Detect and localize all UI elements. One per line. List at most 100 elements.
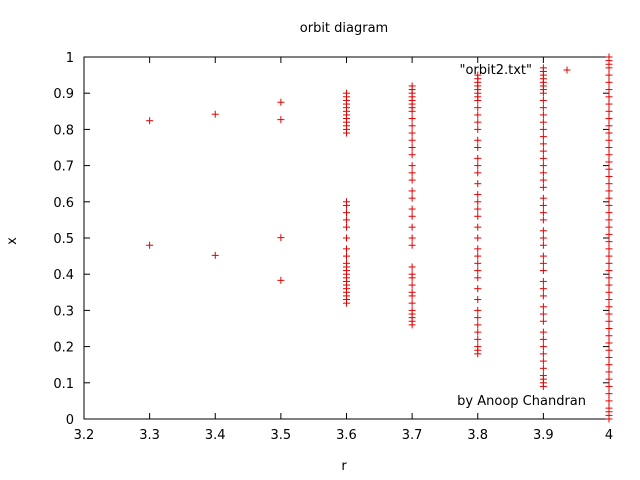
data-point	[408, 288, 416, 296]
data-point	[605, 115, 613, 123]
data-point	[474, 259, 482, 267]
data-point	[605, 216, 613, 224]
data-point	[474, 118, 482, 126]
data-point	[408, 136, 416, 144]
x-tick-label: 3.7	[402, 428, 423, 443]
data-point	[539, 133, 547, 141]
data-point	[605, 267, 613, 275]
data-point	[539, 104, 547, 112]
data-point	[408, 223, 416, 231]
data-point	[605, 151, 613, 159]
data-point	[605, 201, 613, 209]
data-point	[605, 353, 613, 361]
y-tick-label: 0	[66, 413, 74, 428]
data-point	[605, 368, 613, 376]
data-point	[211, 251, 219, 259]
y-tick-label: 1	[66, 51, 74, 66]
data-point	[539, 350, 547, 358]
data-point	[474, 111, 482, 119]
data-point	[605, 252, 613, 260]
data-point	[408, 144, 416, 151]
data-point	[605, 180, 613, 188]
data-point	[474, 314, 482, 322]
data-point	[277, 234, 285, 242]
data-point	[474, 274, 482, 282]
data-point	[277, 276, 285, 284]
data-point	[146, 241, 154, 249]
data-point	[605, 332, 613, 340]
data-point	[605, 86, 613, 94]
data-point	[605, 296, 613, 304]
data-point	[474, 191, 482, 199]
data-point	[605, 397, 613, 405]
legend-label: "orbit2.txt"	[459, 63, 532, 78]
data-point	[539, 125, 547, 133]
data-point	[408, 263, 416, 271]
data-point	[474, 285, 482, 293]
data-point	[605, 187, 613, 195]
data-point	[605, 53, 613, 61]
data-point	[277, 116, 285, 124]
data-point	[605, 288, 613, 296]
data-point	[277, 98, 285, 106]
data-point	[605, 382, 613, 390]
x-tick-label: 4	[605, 428, 613, 443]
data-point	[408, 194, 416, 202]
data-point	[539, 154, 547, 162]
data-point	[605, 281, 613, 289]
data-point	[474, 234, 482, 242]
data-point	[539, 267, 547, 275]
data-point	[605, 325, 613, 332]
data-point	[605, 209, 613, 217]
data-point	[539, 140, 547, 148]
data-point	[605, 78, 613, 86]
data-point	[474, 104, 482, 112]
chart-title: orbit diagram	[300, 21, 388, 36]
data-point	[408, 169, 416, 177]
data-point	[605, 158, 613, 166]
data-point	[539, 357, 547, 365]
data-point	[605, 136, 613, 144]
data-point	[474, 136, 482, 144]
data-point	[539, 64, 547, 72]
data-point	[539, 277, 547, 285]
x-tick-label: 3.5	[271, 428, 292, 443]
data-point	[539, 364, 547, 372]
legend-marker	[563, 66, 571, 74]
data-point	[408, 129, 416, 137]
data-point	[474, 198, 482, 206]
data-point	[474, 335, 482, 343]
axis-ticks: 3.2 3.3 3.4 3.5 3.6 3.7 3.8 3.9 4 0 0.1 0.2 0.3 0.4 0.…	[53, 51, 613, 443]
x-tick-label: 3.8	[467, 428, 488, 443]
data-point	[474, 125, 482, 133]
data-point	[474, 154, 482, 162]
data-point	[605, 223, 613, 231]
data-point	[605, 129, 613, 137]
data-point	[539, 259, 547, 267]
data-point	[408, 115, 416, 123]
data-point	[474, 144, 482, 151]
data-point	[408, 82, 416, 90]
data-point	[211, 110, 219, 118]
data-point	[605, 245, 613, 253]
data-point	[605, 259, 613, 267]
data-point	[343, 209, 350, 217]
data-point	[605, 100, 613, 108]
data-point	[539, 252, 547, 260]
data-point	[343, 223, 350, 231]
data-point	[605, 274, 613, 282]
y-tick-label: 0.2	[53, 341, 74, 356]
data-point	[539, 227, 547, 235]
data-point	[343, 198, 350, 206]
data-point	[539, 162, 547, 170]
data-point	[539, 118, 547, 126]
data-point	[539, 328, 547, 336]
data-point	[605, 122, 613, 130]
data-point	[408, 234, 416, 242]
data-point	[539, 234, 547, 242]
data-point	[408, 299, 416, 307]
data-point	[605, 230, 613, 238]
data-point	[539, 317, 547, 325]
data-point	[408, 212, 416, 220]
